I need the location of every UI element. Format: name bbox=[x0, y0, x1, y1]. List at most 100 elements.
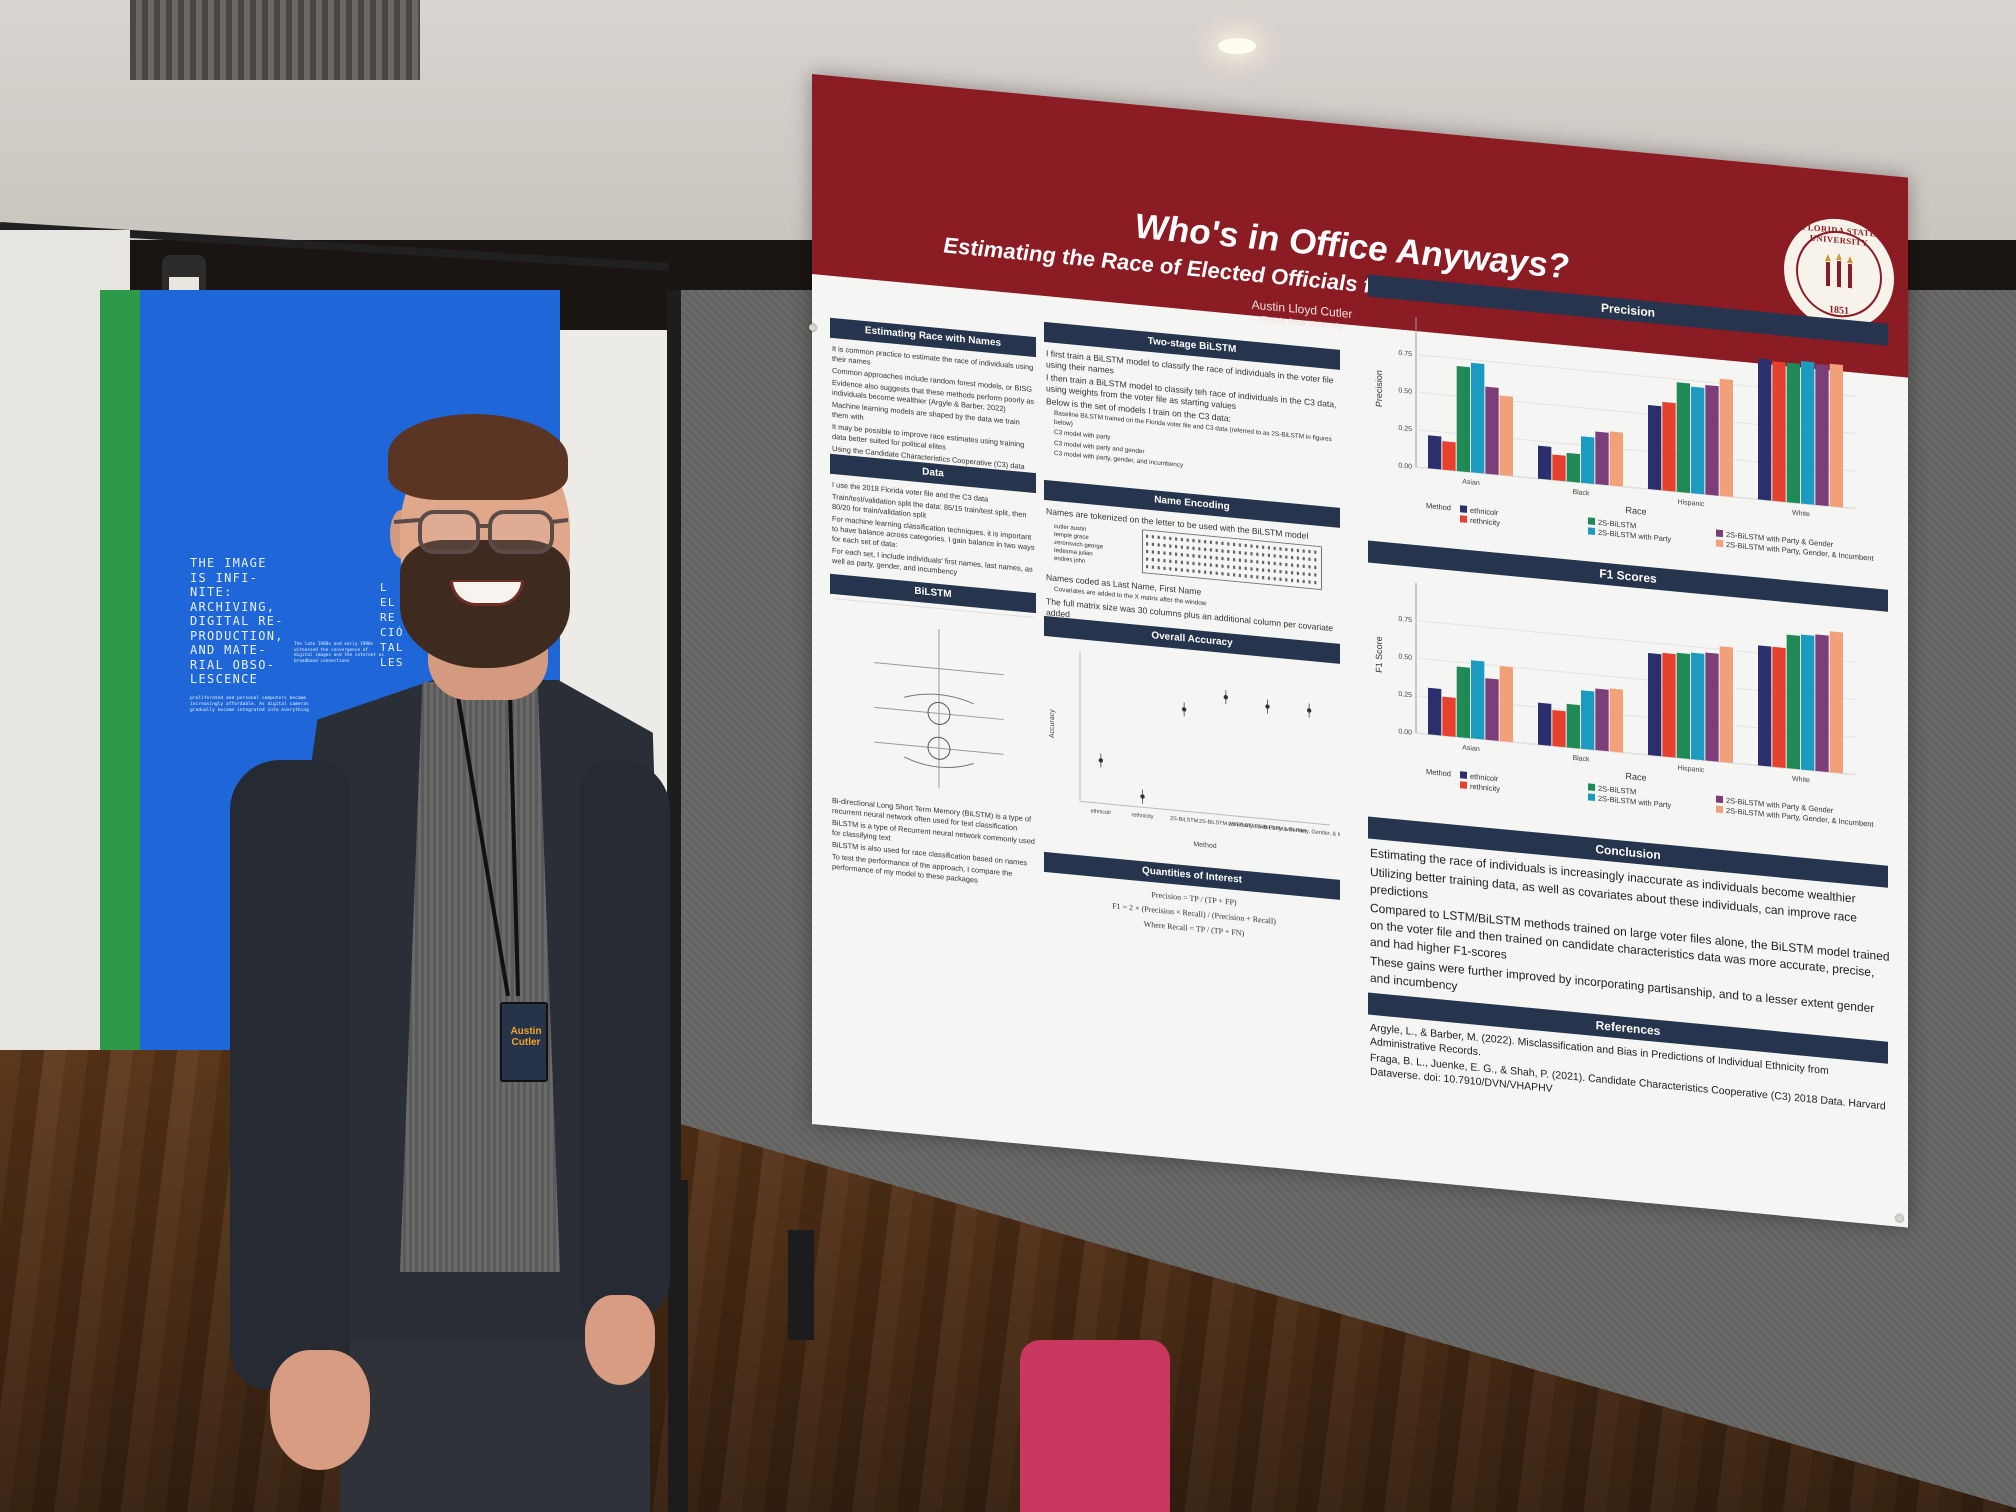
matrix-cell bbox=[1279, 547, 1282, 551]
matrix-cell bbox=[1238, 573, 1242, 578]
matrix-cell bbox=[1146, 534, 1149, 538]
matrix-cell bbox=[1267, 561, 1271, 565]
bar bbox=[1662, 652, 1676, 758]
glasses-icon bbox=[393, 510, 569, 554]
matrix-cell bbox=[1209, 563, 1213, 567]
matrix-cell bbox=[1302, 556, 1305, 561]
matrix-cell bbox=[1296, 571, 1300, 576]
matrix-cell bbox=[1180, 560, 1183, 565]
matrix-cell bbox=[1215, 571, 1218, 575]
bar bbox=[1595, 431, 1609, 486]
matrix-cell bbox=[1238, 558, 1242, 562]
matrix-cell bbox=[1221, 556, 1224, 561]
matrix-cell bbox=[1233, 565, 1236, 570]
matrix-cell bbox=[1296, 556, 1300, 560]
x-tick-label: Hispanic bbox=[1678, 765, 1705, 775]
matrix-cell bbox=[1157, 535, 1160, 540]
matrix-cell bbox=[1180, 545, 1183, 549]
matrix-cell bbox=[1163, 551, 1166, 555]
legend-swatch bbox=[1588, 793, 1595, 802]
bar bbox=[1442, 441, 1456, 471]
matrix-cell bbox=[1215, 563, 1218, 568]
ceiling-light bbox=[1218, 38, 1256, 54]
legend-swatch bbox=[1716, 539, 1723, 548]
legend-entry: rethnicity bbox=[1470, 782, 1500, 794]
y-axis-title: F1 Score bbox=[1374, 636, 1384, 673]
matrix-cell bbox=[1204, 547, 1207, 552]
x-tick-label: 2S-BiLSTM with Party, Gender, & Incumben… bbox=[1255, 824, 1340, 840]
matrix-cell bbox=[1157, 558, 1160, 562]
exhibit-wall-paragraph: proliferated and personal computers beca… bbox=[190, 696, 309, 713]
poster-header: Who's in Office Anyways? Estimating the … bbox=[812, 74, 1908, 378]
matrix-cell bbox=[1250, 559, 1253, 564]
accuracy-chart: Accuracy ethnicolr rethnicity 2S-BiLSTM 2S-B… bbox=[1044, 638, 1340, 876]
torches-icon bbox=[1825, 253, 1853, 289]
matrix-cell bbox=[1267, 568, 1271, 573]
bar bbox=[1691, 386, 1705, 495]
bar bbox=[1648, 653, 1662, 757]
matrix-cell bbox=[1250, 544, 1253, 548]
legend-swatch bbox=[1716, 795, 1723, 804]
matrix-cell bbox=[1186, 546, 1189, 550]
bar bbox=[1719, 378, 1733, 498]
matrix-cell bbox=[1227, 557, 1230, 561]
matrix-cell bbox=[1256, 567, 1259, 572]
x-tick-label: Black bbox=[1572, 755, 1590, 764]
bar bbox=[1691, 652, 1705, 761]
matrix-cell bbox=[1233, 550, 1236, 554]
y-tick-label: 0.25 bbox=[1398, 691, 1412, 699]
matrix-cell bbox=[1314, 550, 1317, 554]
matrix-cell bbox=[1163, 543, 1166, 548]
matrix-cell bbox=[1227, 572, 1230, 577]
bar bbox=[1772, 646, 1786, 769]
lanyard bbox=[456, 696, 520, 997]
bar bbox=[1815, 634, 1829, 773]
matrix-cell bbox=[1262, 560, 1265, 565]
matrix-cell bbox=[1244, 543, 1247, 548]
bar bbox=[1758, 358, 1772, 501]
matrix-cell bbox=[1285, 578, 1288, 582]
matrix-cell bbox=[1244, 566, 1247, 571]
matrix-cell bbox=[1157, 566, 1160, 570]
matrix-cell bbox=[1198, 569, 1201, 574]
matrix-cell bbox=[1186, 553, 1189, 558]
matrix-cell bbox=[1175, 567, 1178, 572]
shirt bbox=[400, 682, 560, 1272]
push-pin bbox=[809, 323, 816, 332]
matrix-cell bbox=[1215, 556, 1218, 560]
poster-column-middle: Two-stage BiLSTM I first train a BiLSTM … bbox=[1044, 96, 1340, 938]
bar bbox=[1648, 405, 1662, 491]
legend-swatch bbox=[1460, 771, 1467, 779]
matrix-cell bbox=[1227, 565, 1230, 569]
board-leg bbox=[668, 1180, 688, 1512]
matrix-cell bbox=[1302, 579, 1305, 584]
bar bbox=[1442, 696, 1456, 737]
bar bbox=[1662, 401, 1676, 492]
matrix-cell bbox=[1308, 549, 1311, 554]
matrix-cell bbox=[1291, 578, 1294, 583]
bar bbox=[1786, 362, 1800, 504]
bar bbox=[1456, 666, 1470, 739]
x-tick-label: 2S-BiLSTM bbox=[1170, 816, 1198, 825]
matrix-cell bbox=[1279, 554, 1282, 559]
matrix-cell bbox=[1256, 560, 1259, 564]
matrix-cell bbox=[1279, 569, 1282, 574]
y-tick-label: 0.00 bbox=[1398, 462, 1412, 470]
bar bbox=[1499, 395, 1514, 477]
matrix-cell bbox=[1180, 568, 1183, 572]
legend-entry: ethnicolr bbox=[1470, 772, 1499, 784]
bar bbox=[1471, 660, 1485, 740]
name-list: cutler austin temple grace zeronsvich ge… bbox=[1054, 523, 1144, 572]
f1-chart-svg: 0.00 0.25 0.50 0.75 F1 Score Asian Black Hispan… bbox=[1374, 583, 1874, 829]
poster-column-left: Estimating Race with Names It is common … bbox=[830, 76, 1036, 885]
section-bilstm-body: Bi-directional Long Short Term Memory (B… bbox=[832, 796, 1038, 893]
matrix-cell bbox=[1221, 541, 1224, 546]
matrix-cell bbox=[1215, 541, 1218, 545]
section-two-stage-body: I first train a BiLSTM model to classify… bbox=[1046, 348, 1342, 487]
matrix-cell bbox=[1151, 557, 1155, 562]
matrix-cell bbox=[1186, 561, 1189, 565]
bilstm-diagram bbox=[834, 598, 1034, 807]
matrix-cell bbox=[1262, 553, 1265, 557]
matrix-cell bbox=[1285, 570, 1288, 574]
legend-entry: ethnicolr bbox=[1470, 506, 1499, 518]
